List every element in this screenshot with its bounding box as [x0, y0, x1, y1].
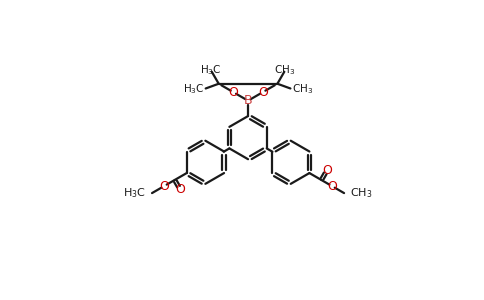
Text: O: O: [258, 86, 268, 99]
Text: H$_3$C: H$_3$C: [123, 186, 146, 200]
Text: CH$_3$: CH$_3$: [292, 82, 313, 96]
Text: CH$_3$: CH$_3$: [274, 64, 296, 77]
Text: H$_3$C: H$_3$C: [182, 82, 204, 96]
Text: O: O: [228, 86, 238, 99]
Text: O: O: [327, 180, 337, 193]
Text: CH$_3$: CH$_3$: [350, 186, 373, 200]
Text: O: O: [175, 183, 185, 196]
Text: H$_3$C: H$_3$C: [200, 64, 222, 77]
Text: O: O: [159, 180, 169, 193]
Text: B: B: [244, 94, 252, 107]
Text: O: O: [322, 164, 332, 177]
